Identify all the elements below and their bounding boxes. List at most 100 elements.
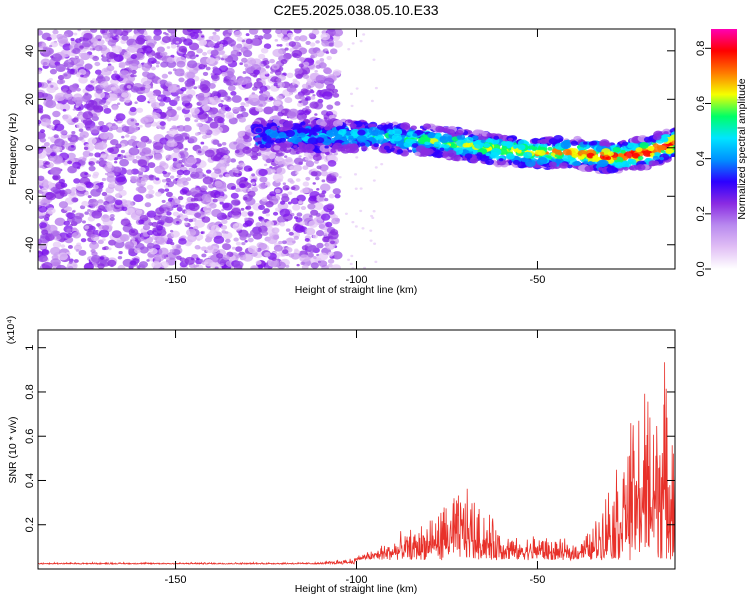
spectrogram-cell	[131, 69, 137, 75]
spectrogram-cell	[373, 242, 377, 245]
spectrogram-cell	[63, 92, 73, 100]
spectrogram-cell	[135, 37, 145, 45]
spectrogram-cell	[38, 109, 42, 114]
spectrogram-cell	[355, 156, 359, 159]
spectrogram-cell	[464, 136, 474, 143]
spectrogram-cell	[144, 202, 152, 208]
spectrogram-cell	[100, 153, 107, 158]
spectrogram-cell	[50, 55, 54, 59]
spectrogram-cell	[439, 147, 445, 152]
spectrogram-cell	[321, 40, 330, 47]
spectrogram-cell	[354, 225, 358, 228]
spectrogram-y-label: Frequency (Hz)	[7, 113, 19, 185]
spectrogram-cell	[271, 106, 275, 110]
spectrogram-cell	[198, 39, 207, 47]
spectrogram-cell	[581, 154, 587, 158]
spectrogram-cell	[182, 169, 191, 176]
spectrogram-cell	[153, 34, 162, 41]
spectrogram-cell	[253, 69, 260, 75]
spectrogram-cell	[255, 106, 263, 112]
spectrogram-cell	[277, 132, 287, 139]
spectrogram-cell	[50, 258, 61, 267]
snr-y-tick-label: 0.6	[24, 429, 36, 444]
spectrogram-cell	[265, 158, 272, 164]
spectrogram-cell	[287, 201, 292, 205]
spectrogram-cell	[280, 59, 288, 65]
spectrogram-cell	[584, 165, 594, 173]
spectrogram-cell	[274, 156, 285, 165]
spectrogram-cell	[359, 142, 366, 147]
spectrogram-cell	[285, 228, 291, 232]
spectrogram-cell	[64, 188, 72, 195]
spectrogram-cell	[151, 221, 159, 227]
spectrogram-cell	[132, 159, 139, 164]
spectrogram-cell	[84, 211, 89, 215]
spectrogram-cell	[91, 254, 102, 263]
spectrogram-cell	[302, 165, 309, 170]
spectrogram-cell	[220, 225, 228, 230]
spectrogram-cell	[216, 194, 220, 198]
spectrogram-cell	[160, 125, 166, 130]
spectrogram-cell	[264, 143, 272, 149]
spectrogram-cell	[300, 121, 306, 126]
spectrogram-cell	[67, 245, 73, 249]
spectrogram-cell	[326, 203, 335, 210]
spectrogram-cell	[123, 53, 131, 60]
spectrogram-cell	[88, 165, 96, 172]
spectrogram-cell	[107, 93, 118, 102]
spectrogram-cell	[57, 252, 69, 261]
spectrogram-cell	[263, 106, 274, 115]
spectrogram-cell	[598, 167, 604, 171]
spectrogram-cell	[221, 208, 225, 212]
spectrogram-cell	[54, 125, 58, 128]
spectrogram-cell	[42, 215, 47, 219]
spectrogram-cell	[279, 222, 286, 227]
spectrogram-cell	[155, 191, 162, 197]
spectrogram-cell	[627, 142, 636, 149]
spectrogram-cell	[152, 141, 164, 151]
spectrogram-cell	[77, 29, 82, 32]
spectrogram-cell	[349, 262, 353, 266]
spectrogram-cell	[286, 237, 294, 243]
spectrogram-cell	[202, 104, 211, 112]
spectrogram-cell	[119, 70, 131, 79]
spectrogram-cell	[647, 146, 655, 152]
spectrogram-cell	[587, 161, 594, 166]
spectrogram-cell	[138, 219, 145, 225]
spectrogram-cell	[350, 254, 354, 258]
spectrogram-cell	[347, 119, 352, 124]
spectrogram-cell	[548, 161, 557, 168]
spectrogram-cell	[116, 88, 124, 94]
spectrogram-cell	[129, 106, 137, 113]
spectrogram-cell	[262, 60, 270, 66]
spectrogram-cell	[472, 130, 480, 136]
spectrogram-cell	[49, 247, 61, 256]
spectrogram-cell	[124, 241, 135, 249]
spectrogram-cell	[214, 129, 221, 135]
spectrogram-cell	[247, 99, 254, 104]
spectrogram-cell	[176, 163, 183, 168]
spectrogram-cell	[261, 197, 268, 202]
spectrogram-cell	[227, 29, 233, 33]
spectrogram-cell	[233, 141, 238, 145]
spectrogram-cell	[80, 238, 87, 243]
spectrogram-cell	[225, 112, 235, 120]
spectrogram-cell	[312, 132, 318, 136]
spectrogram-cell	[244, 240, 248, 243]
spectrogram-cell	[170, 229, 174, 233]
spectrogram-cell	[41, 249, 49, 255]
spectrogram-cell	[170, 241, 175, 246]
spectrogram-cell	[43, 142, 50, 147]
spectrogram-cell	[98, 229, 110, 238]
spectrogram-cell	[251, 173, 256, 177]
snr-x-tick-label: -50	[530, 574, 546, 586]
spectrogram-cell	[98, 120, 105, 126]
spectrogram-cell	[116, 36, 120, 39]
spectrogram-cell	[62, 43, 72, 51]
spectrogram-cell	[288, 41, 297, 47]
spectrogram-cell	[288, 108, 299, 117]
spectrogram-cell	[620, 149, 626, 154]
spectrogram-cell	[176, 125, 186, 132]
spectrogram-cell	[134, 101, 138, 104]
spectrogram-cell	[322, 233, 328, 237]
